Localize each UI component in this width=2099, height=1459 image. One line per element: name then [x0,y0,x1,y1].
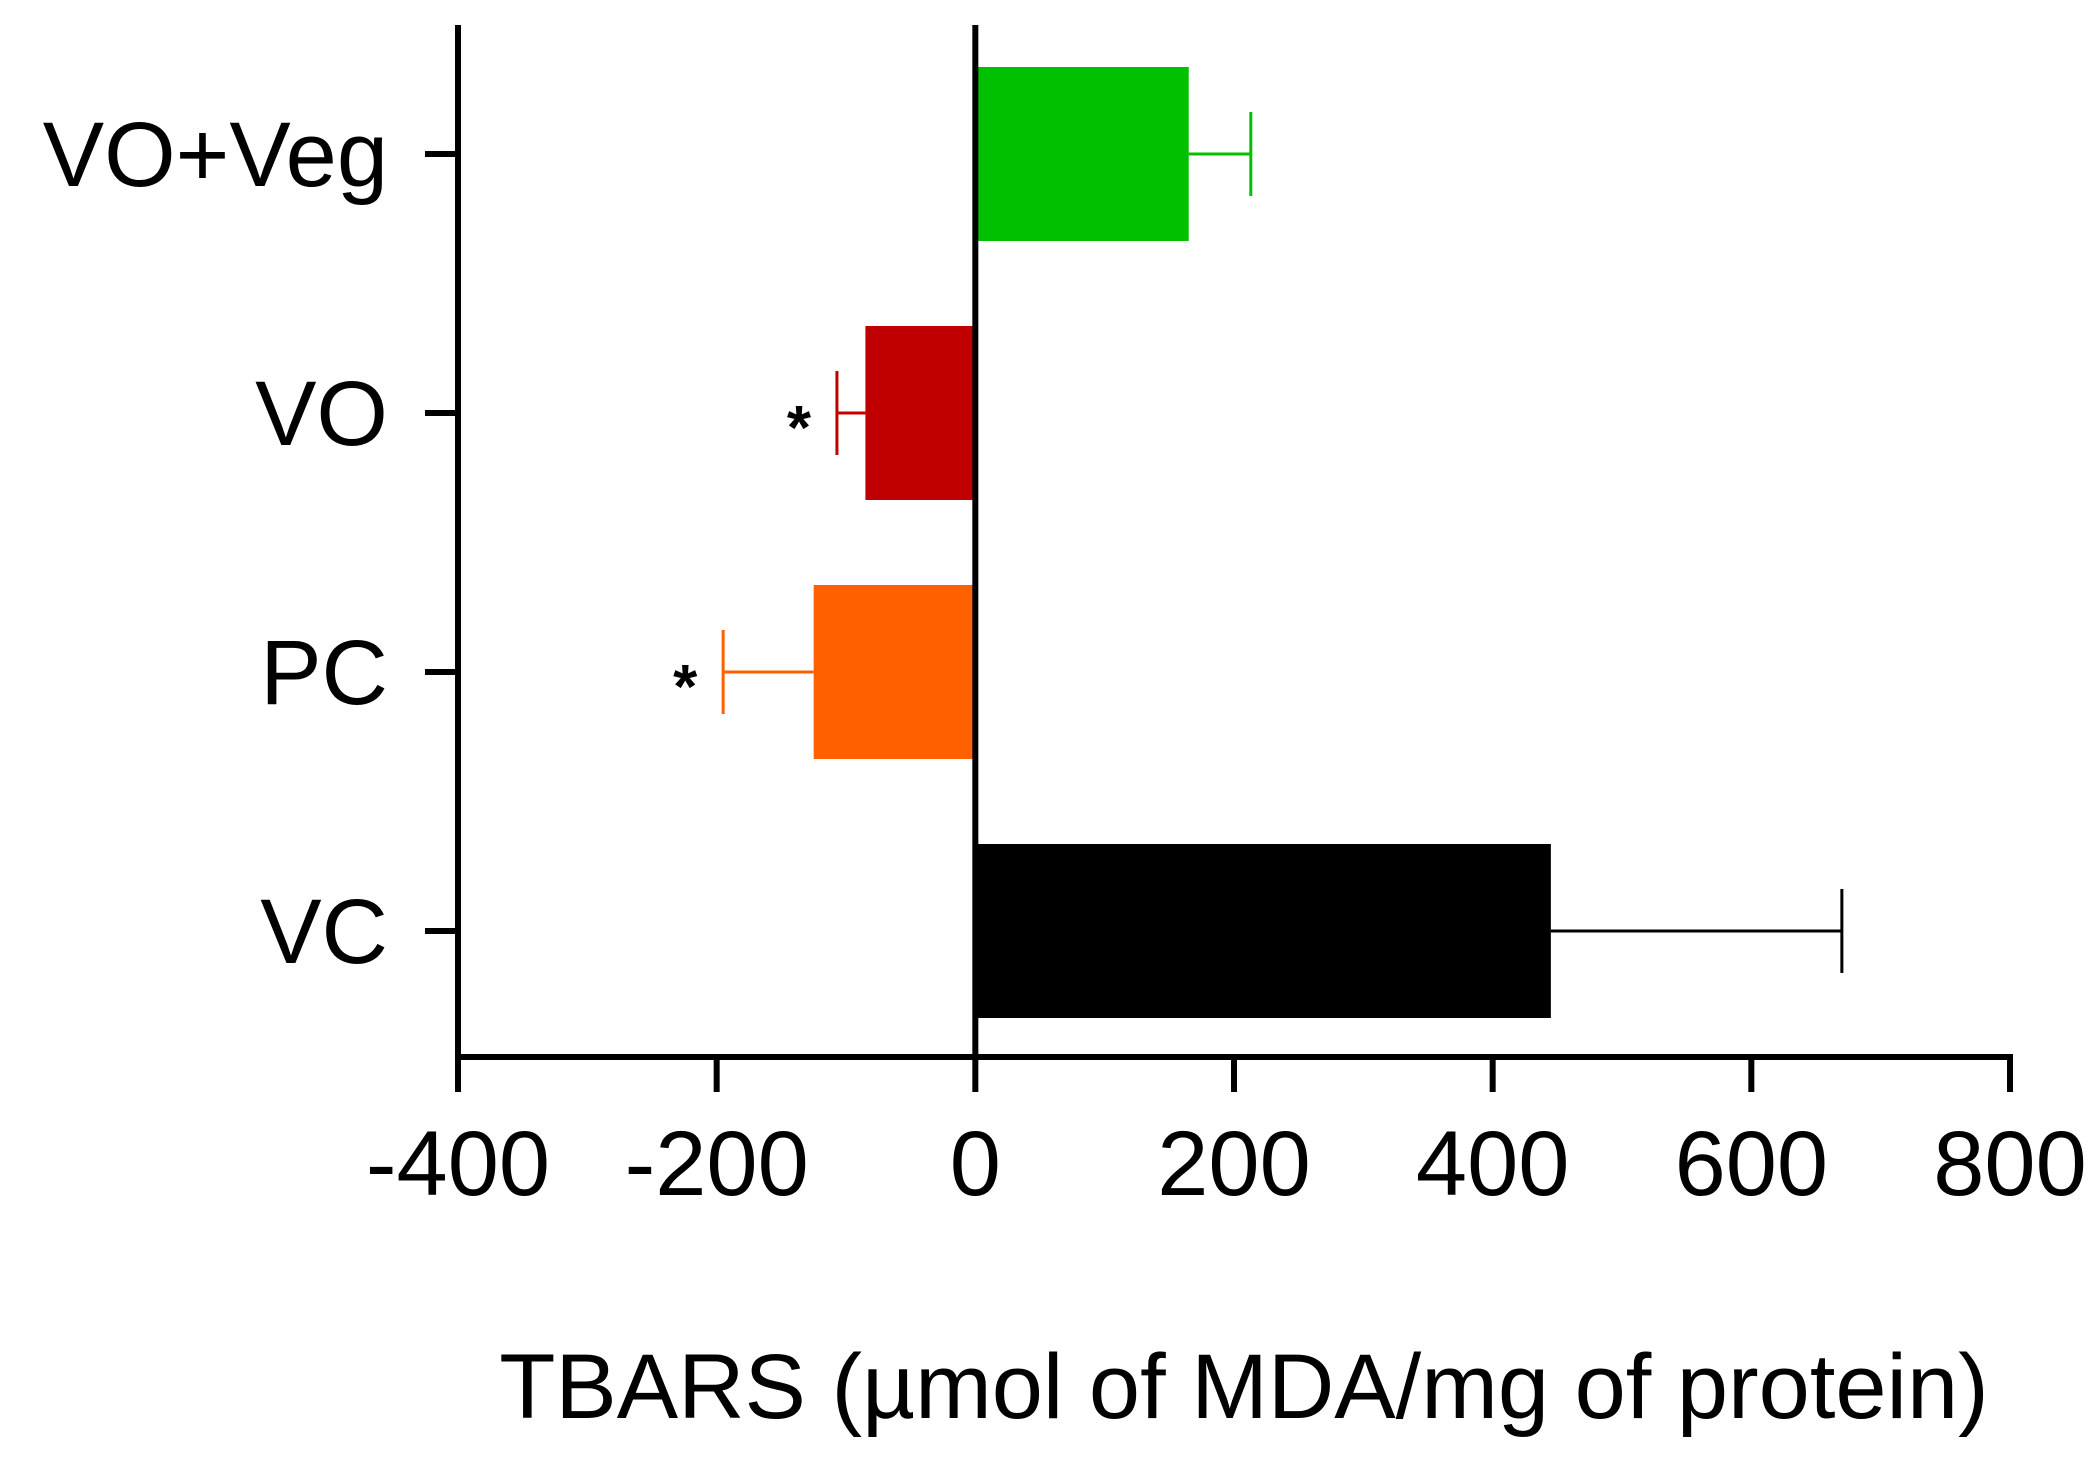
x-tick-label: 200 [1157,1113,1311,1215]
x-tick-label: -200 [625,1113,809,1215]
bar-pc [813,585,976,759]
significance-marker: * [673,653,698,722]
y-tick-label: VO+Veg [43,104,388,206]
y-tick-label: VO [255,363,388,465]
bar-vo-veg [975,67,1189,241]
bar-vo [865,326,976,500]
x-tick-label: 800 [1933,1113,2087,1215]
y-tick-label: VC [260,881,388,983]
y-tick-label: PC [260,622,388,724]
x-axis-title: TBARS (µmol of MDA/mg of protein) [499,1336,1989,1438]
bar-vc [975,844,1551,1018]
x-tick-label: 400 [1416,1113,1570,1215]
significance-marker: * [787,394,812,463]
x-tick-label: -400 [366,1113,550,1215]
x-tick-label: 0 [950,1113,1001,1215]
x-tick-label: 600 [1675,1113,1829,1215]
